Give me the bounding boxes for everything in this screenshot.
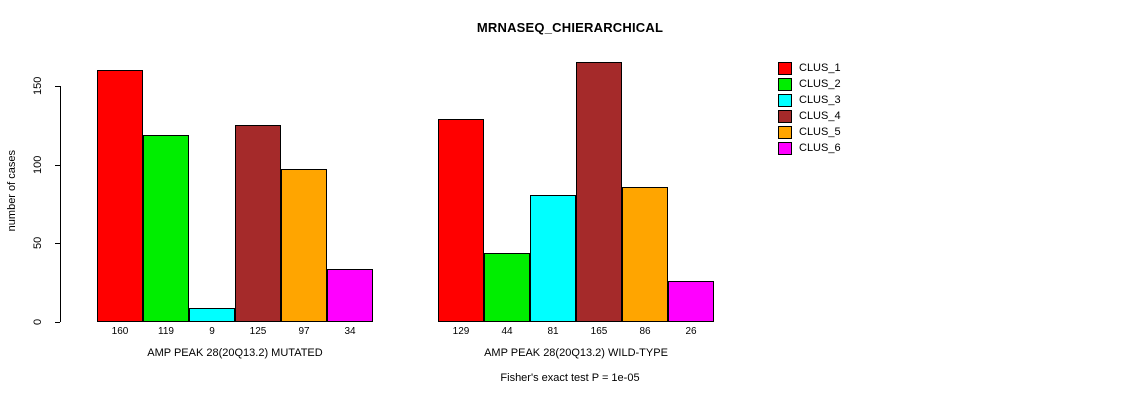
- bar-value-label: 81: [547, 326, 559, 337]
- group-axis-label: AMP PEAK 28(20Q13.2) MUTATED: [147, 347, 323, 359]
- legend-item[interactable]: CLUS_6: [778, 140, 908, 156]
- bar[interactable]: [281, 169, 327, 322]
- legend-color-swatch: [778, 93, 792, 107]
- legend-item-label: CLUS_2: [799, 77, 841, 90]
- legend-item[interactable]: CLUS_5: [778, 124, 908, 140]
- bar[interactable]: [97, 70, 143, 322]
- bar[interactable]: [530, 194, 576, 322]
- bar-value-label: 125: [249, 326, 267, 337]
- bar-value-label: 165: [590, 326, 608, 337]
- bar-value-label: 26: [685, 326, 697, 337]
- bar-value-label: 86: [639, 326, 651, 337]
- legend-color-swatch: [778, 109, 792, 123]
- y-axis-tick-label: 50: [32, 237, 44, 250]
- y-axis-title: number of cases: [6, 150, 18, 232]
- bar[interactable]: [327, 268, 373, 322]
- y-axis-line: [60, 86, 61, 322]
- legend-color-swatch: [778, 77, 792, 91]
- bar[interactable]: [668, 281, 714, 322]
- legend-item[interactable]: CLUS_4: [778, 108, 908, 124]
- legend-item-label: CLUS_1: [799, 61, 841, 74]
- bar[interactable]: [189, 307, 235, 322]
- bar-value-label: 97: [298, 326, 310, 337]
- statistical-test-annotation: Fisher's exact test P = 1e-05: [500, 372, 640, 384]
- group-axis-label: AMP PEAK 28(20Q13.2) WILD-TYPE: [484, 347, 668, 359]
- bar-value-label: 34: [344, 326, 356, 337]
- bar[interactable]: [235, 125, 281, 322]
- legend-item-label: CLUS_3: [799, 93, 841, 106]
- legend-item[interactable]: CLUS_1: [778, 60, 908, 76]
- plot-area: 0 50 100 150 160 119 9 125 97 34 AMP PEAK 28(20Q1…: [32, 55, 740, 359]
- bar[interactable]: [576, 62, 622, 322]
- bar-group: 160 119 9 125 97 34 AMP PEAK 28(20Q13.2) MUTAT…: [97, 55, 373, 359]
- y-axis-tick-label: 0: [32, 318, 44, 326]
- bar[interactable]: [438, 119, 484, 322]
- legend-item[interactable]: CLUS_2: [778, 76, 908, 92]
- legend-item[interactable]: CLUS_3: [778, 92, 908, 108]
- bar[interactable]: [143, 134, 189, 322]
- y-axis-tick: [55, 322, 60, 323]
- legend: CLUS_1 CLUS_2 CLUS_3 CLUS_4 CLUS_5 CLUS_6: [778, 60, 908, 156]
- bar-value-label: 119: [158, 326, 174, 337]
- y-axis-tick-label: 150: [32, 76, 44, 96]
- y-axis-tick: [55, 86, 60, 88]
- bar-value-label: 9: [209, 326, 215, 337]
- y-axis-tick: [55, 243, 60, 245]
- legend-item-label: CLUS_5: [799, 125, 841, 138]
- bar-value-label: 160: [111, 326, 129, 337]
- legend-color-swatch: [778, 61, 792, 75]
- bar[interactable]: [622, 186, 668, 322]
- bar-group: 129 44 81 165 86 26 AMP PEAK 28(20Q13.2) WILD-…: [438, 55, 714, 359]
- chart-title: MRNASEQ_CHIERARCHICAL: [476, 20, 664, 35]
- legend-item-label: CLUS_6: [799, 141, 841, 154]
- legend-color-swatch: [778, 141, 792, 155]
- legend-item-label: CLUS_4: [799, 109, 841, 122]
- bar-value-label: 44: [501, 326, 513, 337]
- legend-color-swatch: [778, 125, 792, 139]
- bar-value-label: 129: [452, 326, 470, 337]
- y-axis-tick-label: 100: [32, 155, 44, 174]
- y-axis-tick: [55, 164, 60, 166]
- bar[interactable]: [484, 252, 530, 322]
